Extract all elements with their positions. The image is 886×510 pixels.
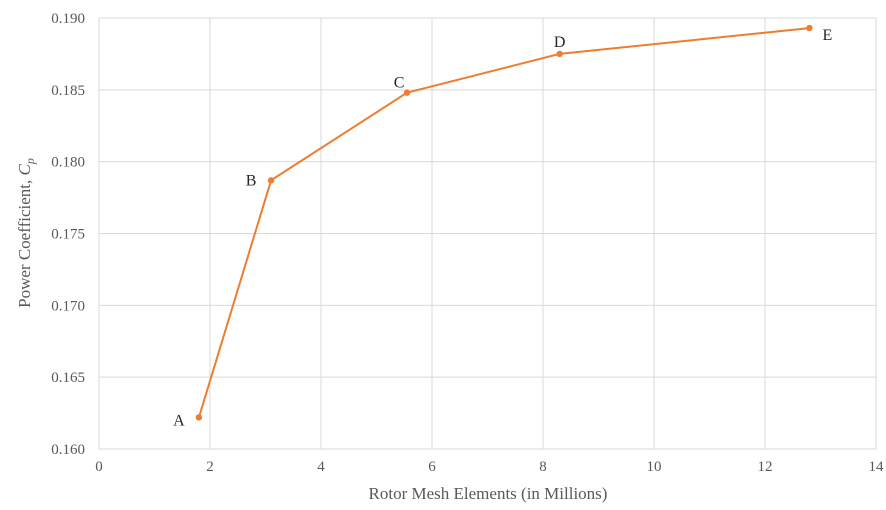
point-label-e: E [823,27,833,44]
y-axis-title-subscript: p [23,158,37,165]
x-tick-label: 12 [758,459,773,475]
point-label-c: C [394,75,405,92]
y-axis-ticks: 0.160 0.165 0.170 0.175 0.180 0.185 0.190 [51,11,85,458]
x-tick-label: 4 [317,459,325,475]
grid [98,17,877,450]
data-point-d [556,50,563,58]
y-tick-label: 0.190 [51,11,85,27]
y-axis-title-main: Power Coefficient, [15,175,34,307]
x-axis-title: Rotor Mesh Elements (in Millions) [369,484,608,503]
y-axis-title-symbol: C [15,163,34,175]
series [195,24,813,421]
y-tick-label: 0.165 [51,370,85,386]
y-axis-title: Power Coefficient, Cp [15,158,37,308]
x-tick-label: 10 [647,459,662,475]
y-tick-label: 0.185 [51,83,85,99]
data-point-a [195,414,203,421]
data-point-c [403,89,411,96]
point-labels: A B C D E [173,27,832,429]
series-line [197,27,810,418]
x-tick-label: 0 [95,459,103,475]
x-tick-label: 6 [428,459,436,475]
point-label-d: D [554,34,566,51]
data-point-e [806,24,813,32]
y-tick-label: 0.170 [51,298,85,314]
plot-frame [98,17,877,450]
point-label-b: B [246,172,257,189]
x-axis-ticks: 0 2 4 6 8 10 12 14 [95,459,884,475]
x-tick-label: 14 [869,459,885,475]
y-tick-label: 0.160 [51,442,85,458]
x-tick-label: 8 [539,459,547,475]
y-tick-label: 0.180 [51,155,85,171]
point-label-a: A [173,412,185,429]
data-point-b [267,177,275,184]
y-tick-label: 0.175 [51,227,85,243]
x-tick-label: 2 [206,459,214,475]
